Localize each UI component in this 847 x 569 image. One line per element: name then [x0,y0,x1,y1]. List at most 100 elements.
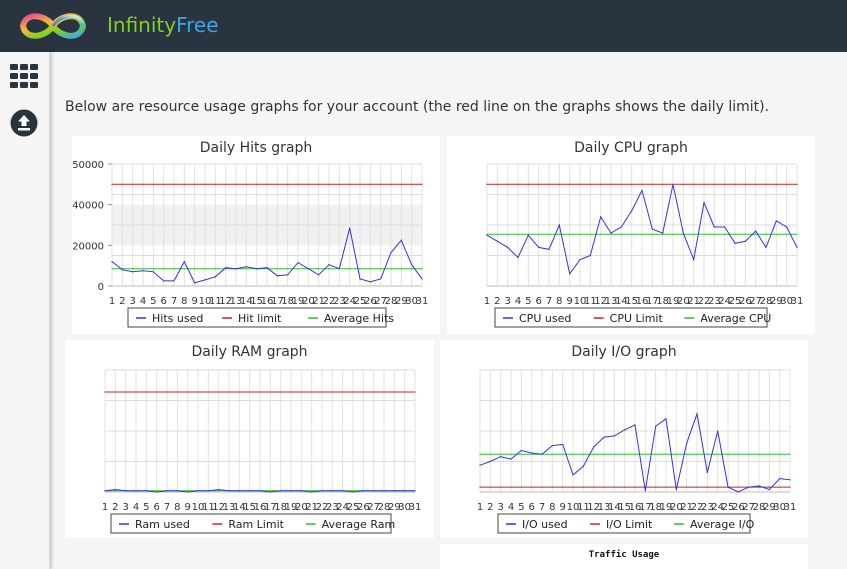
x-tick-label: 10 [192,502,205,513]
x-tick-label: 2 [487,502,493,513]
data-point [796,183,798,185]
infinity-logo-icon[interactable] [18,9,88,43]
data-point [527,183,529,185]
legend-label: Ram used [135,518,190,531]
x-tick-label: 9 [184,502,190,513]
x-tick-label: 13 [598,502,611,513]
data-point [318,268,320,270]
data-point [589,233,591,235]
data-point [496,183,498,185]
data-point [548,248,550,250]
x-tick-label: 22 [316,502,329,513]
x-tick-label: 17 [639,502,652,513]
x-tick-label: 12 [594,296,607,307]
data-point [104,391,106,393]
data-point [421,268,423,270]
data-point [686,486,688,488]
x-tick-label: 29 [770,296,783,307]
x-tick-label: 3 [122,502,128,513]
x-tick-label: 25 [347,502,360,513]
data-point [235,183,237,185]
legend-label: Average I/O [690,518,755,531]
data-point [696,453,698,455]
data-point [311,391,313,393]
data-point [768,453,770,455]
data-point [748,486,750,488]
upload-button[interactable] [10,109,38,137]
data-point [225,267,227,269]
data-point [183,183,185,185]
data-point [307,183,309,185]
data-point [390,268,392,270]
y-tick-label: 50000 [72,160,104,171]
data-point [603,453,605,455]
data-point [235,268,237,270]
data-point [142,270,144,272]
data-point [104,490,106,492]
data-point [373,391,375,393]
x-tick-label: 24 [336,502,349,513]
data-point [297,262,299,264]
chart-svg: 1 2 3 4 5 6 7 8 9 1011121314151617181920212223242… [102,369,421,534]
data-point [111,268,113,270]
data-point [758,453,760,455]
data-point [142,183,144,185]
data-point [228,490,230,492]
data-point [121,269,123,271]
data-point [300,490,302,492]
x-tick-label: 24 [718,296,731,307]
data-point [744,240,746,242]
data-point [135,391,137,393]
data-point [249,391,251,393]
data-point [755,183,757,185]
x-tick-label: 18 [649,502,662,513]
data-point [287,183,289,185]
legend-box [110,513,392,534]
data-point [486,183,488,185]
x-tick-label: 17 [264,502,277,513]
chart-title: Daily Hits graph [199,140,313,156]
x-tick-label: 23 [333,296,346,307]
data-point [228,391,230,393]
data-point [479,464,481,466]
data-point [496,233,498,235]
legend-label: I/O Limit [606,518,653,531]
x-tick-label: 8 [549,502,555,513]
x-tick-label: 7 [539,502,545,513]
data-point [359,278,361,280]
x-tick-label: 12 [587,502,600,513]
data-point [786,233,788,235]
data-point [775,233,777,235]
data-point [727,486,729,488]
data-point [249,490,251,492]
data-point [768,486,770,488]
data-point [362,490,364,492]
brand-name[interactable]: InfinityFree [107,13,219,37]
x-tick-label: 3 [497,502,503,513]
data-point [132,271,134,273]
data-point [111,183,113,185]
chart-svg: 1 2 3 4 5 6 7 8 9 1011121314151617181920212223242… [484,163,803,328]
legend-label: Average CPU [700,312,771,325]
x-tick-label: 7 [171,296,177,307]
data-point [214,183,216,185]
data-point [562,453,564,455]
apps-grid-button[interactable] [10,62,38,90]
data-point [531,486,533,488]
data-point [342,391,344,393]
data-point [662,232,664,234]
grid-icon [10,64,38,88]
x-tick-label: 2 [112,502,118,513]
data-point [400,239,402,241]
data-point [380,268,382,270]
data-point [706,471,708,474]
data-point [662,183,664,185]
data-point [703,183,705,185]
traffic-graph-card: Traffic Usage [440,544,808,569]
data-point [214,268,216,270]
data-point [194,183,196,185]
data-point [600,233,602,235]
data-point [479,453,481,455]
data-point [631,183,633,185]
x-tick-label: 1 [484,296,490,307]
